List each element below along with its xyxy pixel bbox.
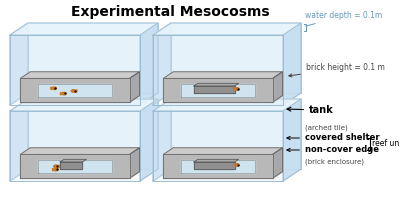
Polygon shape (234, 88, 235, 90)
Polygon shape (10, 99, 158, 111)
Text: Experimental Mesocosms: Experimental Mesocosms (71, 5, 269, 19)
Polygon shape (20, 148, 140, 154)
Polygon shape (153, 23, 171, 105)
Polygon shape (20, 78, 130, 102)
Polygon shape (10, 99, 28, 181)
Polygon shape (28, 99, 158, 169)
Polygon shape (10, 23, 28, 105)
Text: (arched tile): (arched tile) (305, 125, 348, 131)
Polygon shape (153, 35, 283, 105)
Polygon shape (283, 99, 301, 181)
Polygon shape (60, 92, 62, 95)
Polygon shape (153, 99, 171, 181)
Polygon shape (140, 99, 158, 181)
Text: water depth = 0.1m: water depth = 0.1m (305, 11, 382, 26)
Polygon shape (10, 35, 140, 105)
Text: (brick enclosure): (brick enclosure) (305, 159, 364, 165)
Polygon shape (164, 148, 282, 154)
Ellipse shape (235, 88, 239, 90)
Polygon shape (164, 72, 282, 78)
Ellipse shape (235, 164, 239, 166)
Text: non-cover edge: non-cover edge (287, 146, 379, 155)
Polygon shape (171, 23, 301, 93)
Polygon shape (130, 148, 140, 178)
Text: brick height = 0.1 m: brick height = 0.1 m (289, 63, 385, 77)
Polygon shape (130, 72, 140, 102)
Polygon shape (194, 86, 235, 93)
Polygon shape (28, 23, 158, 93)
Polygon shape (283, 23, 301, 105)
Text: tank: tank (287, 105, 334, 115)
Polygon shape (234, 163, 235, 166)
Text: reef unit: reef unit (372, 140, 400, 149)
Polygon shape (20, 72, 140, 78)
Polygon shape (60, 162, 82, 169)
Polygon shape (38, 160, 112, 173)
Ellipse shape (62, 92, 66, 95)
Polygon shape (52, 168, 54, 171)
Ellipse shape (54, 165, 58, 168)
Text: covered shelter: covered shelter (287, 134, 380, 142)
Polygon shape (58, 165, 59, 168)
Ellipse shape (54, 168, 58, 171)
Polygon shape (153, 23, 301, 35)
Polygon shape (181, 84, 255, 97)
Polygon shape (76, 90, 77, 92)
Polygon shape (273, 72, 282, 102)
Polygon shape (38, 84, 112, 97)
Polygon shape (181, 160, 255, 173)
Polygon shape (194, 83, 239, 86)
Polygon shape (164, 154, 273, 178)
Polygon shape (153, 111, 283, 181)
Polygon shape (164, 78, 273, 102)
Polygon shape (140, 23, 158, 105)
Polygon shape (194, 162, 235, 169)
Ellipse shape (71, 90, 76, 92)
Polygon shape (20, 154, 130, 178)
Polygon shape (60, 159, 86, 162)
Polygon shape (153, 99, 301, 111)
Polygon shape (194, 159, 239, 162)
Polygon shape (273, 148, 282, 178)
Ellipse shape (52, 87, 56, 90)
Polygon shape (171, 99, 301, 169)
Polygon shape (51, 87, 52, 90)
Polygon shape (10, 23, 158, 35)
Polygon shape (10, 111, 140, 181)
